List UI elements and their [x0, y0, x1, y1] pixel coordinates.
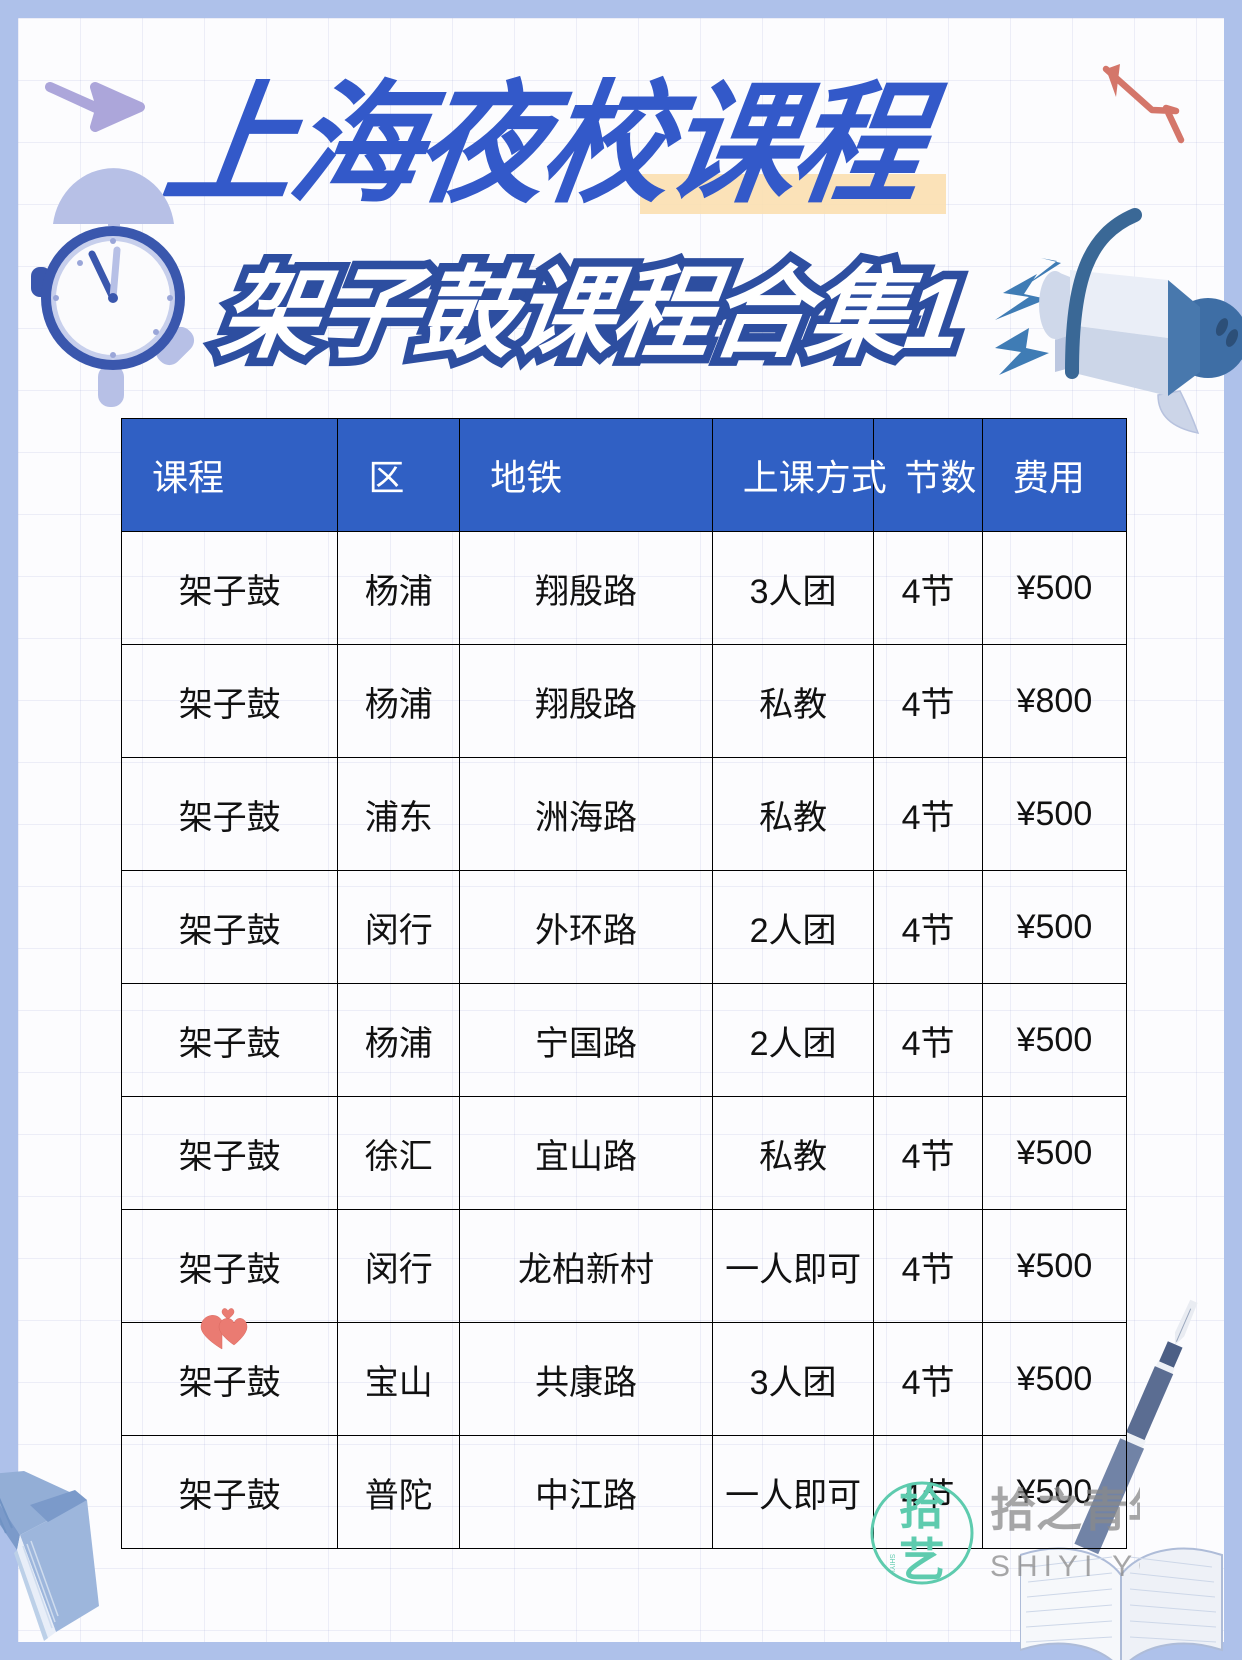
svg-text:拾之青年: 拾之青年: [990, 1484, 1140, 1536]
svg-text:SHIYI: SHIYI: [888, 1554, 895, 1572]
svg-text:艺: 艺: [899, 1534, 945, 1586]
svg-text:拾: 拾: [899, 1482, 945, 1534]
svg-text:SHIYI YOUTH: SHIYI YOUTH: [990, 1550, 1140, 1583]
